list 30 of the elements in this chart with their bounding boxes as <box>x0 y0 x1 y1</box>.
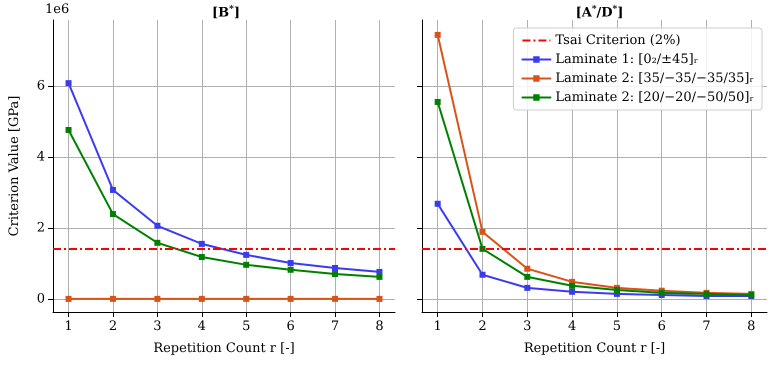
y-tick-label: 6 <box>36 78 45 94</box>
legend-label: Laminate 1: [0₂/±45]ᵣ <box>555 52 698 67</box>
x-tick-label: 4 <box>568 319 576 334</box>
x-tick-label: 3 <box>153 319 162 334</box>
x-tick-label: 8 <box>375 319 384 334</box>
chart-title: [B*] <box>212 4 240 20</box>
y-tick-label: 0 <box>36 291 45 306</box>
x-tick-label: 2 <box>108 319 118 334</box>
x-tick-label: 5 <box>242 319 250 334</box>
x-tick-label: 1 <box>434 319 442 334</box>
x-tick-label: 6 <box>658 319 666 334</box>
chart-title: [A*/D*] <box>576 4 624 20</box>
x-tick-label: 3 <box>523 319 532 334</box>
legend-label: Laminate 2: [20/−20/−50/50]ᵣ <box>555 90 754 105</box>
y-axis-title: Criterion Value [GPa] <box>7 96 22 236</box>
x-tick-label: 5 <box>612 319 622 334</box>
text: 1e6 <box>45 2 70 17</box>
x-tick-label: 2 <box>478 319 487 334</box>
legend-label: Tsai Criterion (2%) <box>555 33 681 48</box>
x-tick-label: 1 <box>64 319 73 334</box>
legend-label: Laminate 2: [35/−35/−35/35]ᵣ <box>555 71 754 86</box>
x-tick-label: 8 <box>747 319 756 334</box>
x-axis-title: Repetition Count r [-] <box>153 341 295 356</box>
x-tick-label: 7 <box>330 319 340 334</box>
x-tick-label: 6 <box>286 319 295 334</box>
x-axis-title: Repetition Count r [-] <box>524 341 666 356</box>
y-tick-label: 2 <box>36 220 45 236</box>
x-tick-label: 7 <box>702 319 711 334</box>
y-tick-label: 4 <box>36 149 45 164</box>
x-tick-label: 4 <box>198 319 206 334</box>
